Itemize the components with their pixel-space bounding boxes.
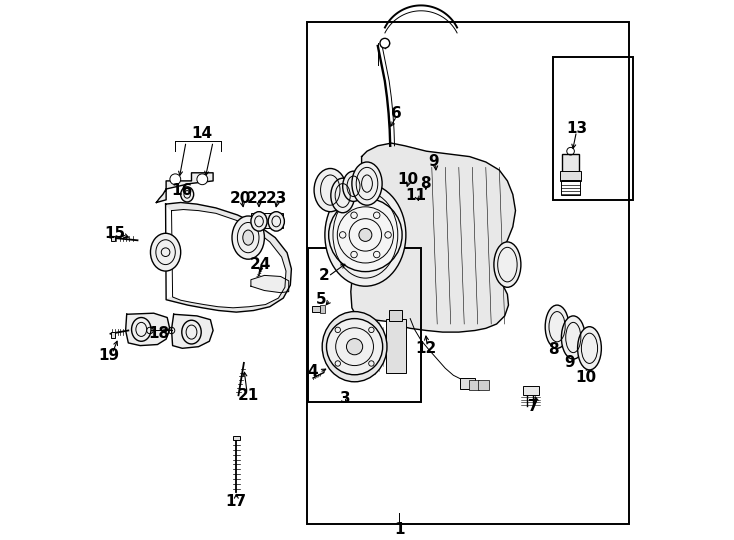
Text: 5: 5 [316,292,327,307]
Bar [111,236,115,241]
Text: 3: 3 [340,391,351,406]
Circle shape [254,217,262,226]
Bar [562,154,578,173]
Circle shape [346,339,363,355]
Text: 11: 11 [405,188,426,203]
Circle shape [327,319,382,375]
Polygon shape [156,173,213,202]
Text: 8: 8 [548,342,559,357]
Text: 8: 8 [420,176,431,191]
Bar [562,180,580,195]
Text: 7: 7 [528,399,539,414]
Text: 12: 12 [415,341,437,356]
Text: 20: 20 [230,191,251,206]
Ellipse shape [331,178,355,213]
Circle shape [380,38,390,48]
Circle shape [329,198,402,272]
Text: 21: 21 [238,388,259,403]
Circle shape [197,174,208,185]
Ellipse shape [131,318,151,341]
Polygon shape [172,314,213,348]
Text: 2: 2 [319,268,329,283]
Bar [308,248,421,402]
Ellipse shape [562,316,585,359]
Ellipse shape [251,212,267,231]
Ellipse shape [232,216,264,259]
Bar [233,436,239,440]
Ellipse shape [325,184,406,286]
Bar [388,310,402,321]
Bar [386,319,407,373]
Polygon shape [351,143,515,332]
Text: 22: 22 [247,191,269,206]
Circle shape [170,174,181,185]
Bar [523,386,539,395]
Text: 4: 4 [308,364,319,379]
Ellipse shape [352,162,382,205]
Bar [307,22,630,524]
Ellipse shape [150,233,181,271]
Ellipse shape [182,320,201,344]
Bar [468,380,479,390]
Circle shape [359,228,372,241]
Text: 19: 19 [98,348,120,363]
Text: 13: 13 [566,121,587,136]
Polygon shape [166,202,291,312]
Text: 1: 1 [394,522,404,537]
Text: 6: 6 [391,106,402,121]
Bar [320,305,325,313]
Polygon shape [251,275,288,293]
Ellipse shape [545,305,569,348]
Text: 18: 18 [148,326,170,341]
Bar [553,57,633,200]
Text: 14: 14 [192,126,213,141]
Text: 10: 10 [575,370,596,386]
Text: 9: 9 [429,154,439,170]
Ellipse shape [322,312,387,382]
Bar [251,213,283,228]
Ellipse shape [268,212,284,231]
Bar [312,306,320,312]
Text: 24: 24 [250,257,271,272]
Text: 23: 23 [266,191,287,206]
Text: 10: 10 [397,172,418,187]
Ellipse shape [578,327,601,370]
Ellipse shape [343,171,364,201]
Ellipse shape [314,168,346,212]
Bar [460,378,475,389]
Text: 15: 15 [105,226,126,241]
Bar [560,171,581,181]
Bar [111,332,115,338]
Text: 16: 16 [172,183,193,198]
Text: 9: 9 [564,355,575,370]
Ellipse shape [181,187,194,202]
Bar [478,380,489,390]
Ellipse shape [494,242,521,287]
Polygon shape [126,313,170,346]
Circle shape [271,217,280,226]
Text: 17: 17 [225,494,247,509]
Ellipse shape [243,230,254,245]
